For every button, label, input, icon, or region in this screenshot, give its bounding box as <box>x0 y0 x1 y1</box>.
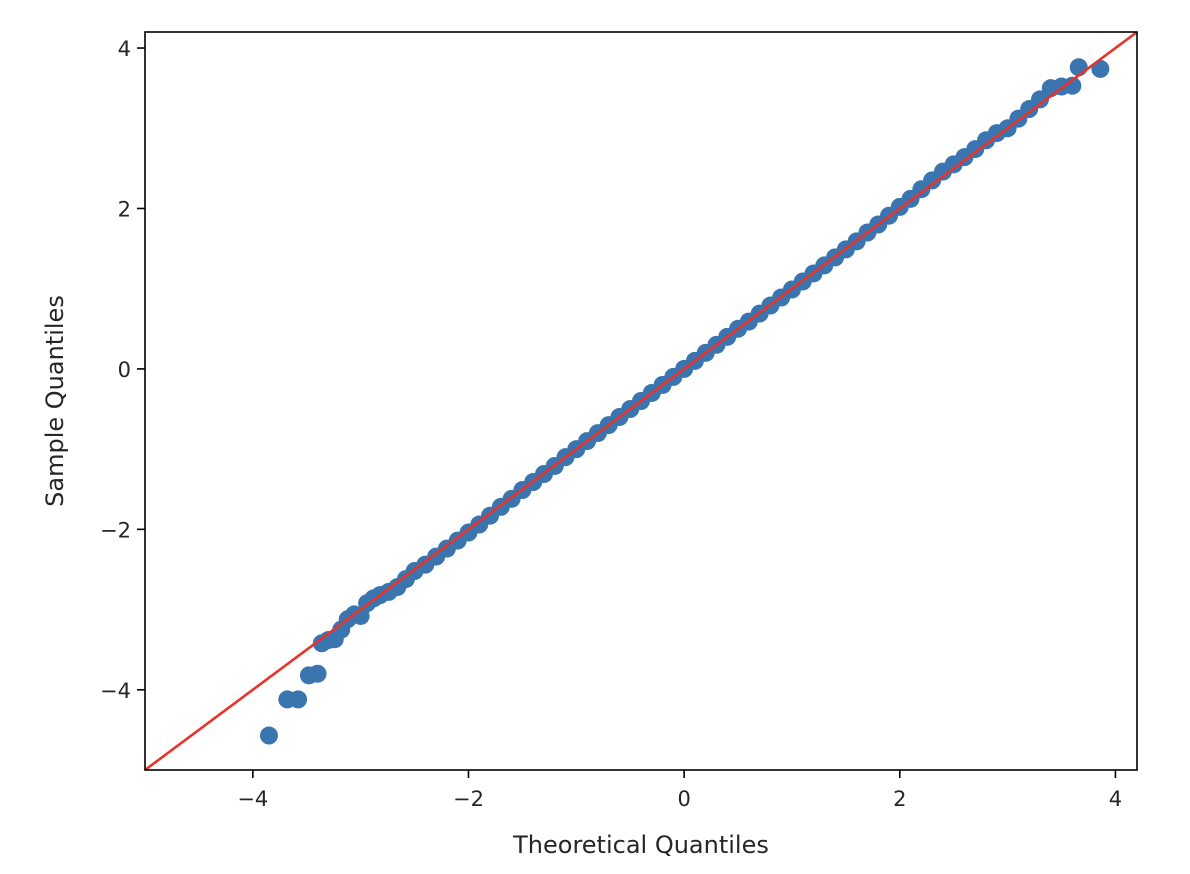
x-tick-label: −4 <box>237 787 268 811</box>
x-axis-ticks: −4 −2 0 2 4 <box>237 770 1122 811</box>
y-axis-ticks: −4 −2 0 2 4 <box>100 37 145 703</box>
x-tick-label: 4 <box>1109 787 1122 811</box>
scatter-point <box>289 690 308 709</box>
scatter-point <box>1063 76 1082 95</box>
reference-line <box>145 32 1137 770</box>
y-tick-label: −2 <box>100 518 131 542</box>
reference-line-layer <box>145 32 1137 770</box>
x-axis-label: Theoretical Quantiles <box>512 831 769 859</box>
y-tick-label: 2 <box>118 197 131 221</box>
plot-frame <box>144 31 1138 771</box>
scatter-point <box>308 664 327 683</box>
x-tick-label: 0 <box>677 787 690 811</box>
x-tick-label: 2 <box>893 787 906 811</box>
y-tick-label: 0 <box>118 358 131 382</box>
scatter-point <box>1091 59 1110 78</box>
x-tick-label: −2 <box>453 787 484 811</box>
scatter-point <box>260 726 278 745</box>
y-tick-label: −4 <box>100 679 131 703</box>
scatter-point <box>1030 90 1049 109</box>
y-axis-label: Sample Quantiles <box>41 295 69 507</box>
y-tick-label: 4 <box>118 37 131 61</box>
scatter-point <box>1069 58 1088 77</box>
